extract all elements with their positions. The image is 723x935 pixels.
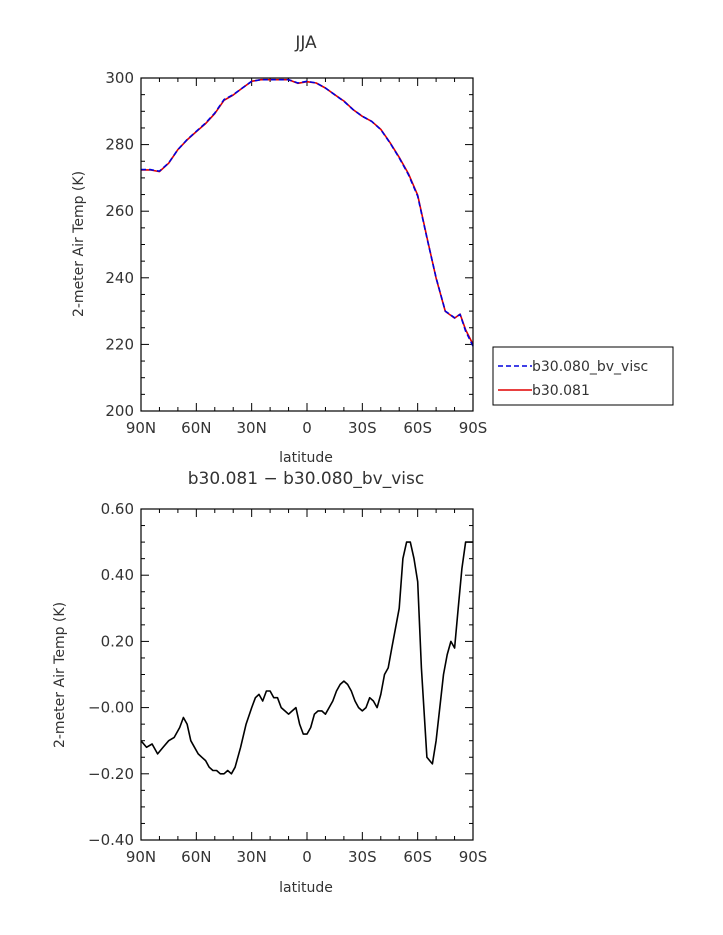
- bottom-x-tick-label: 30S: [348, 848, 377, 866]
- bottom-y-tick-label: 0.60: [101, 500, 134, 518]
- top-ticks: 90N 60N 30N 0 30S 60S 90S 200 220 240 260 280 300: [105, 69, 487, 437]
- bottom-y-tick-label: −0.40: [88, 831, 134, 849]
- top-series-line-b30-080-bv-visc: [141, 78, 474, 347]
- bottom-series-line-difference: [140, 541, 473, 775]
- top-x-tick-label: 30S: [348, 419, 377, 437]
- bottom-x-tick-label: 60S: [403, 848, 432, 866]
- top-x-tick-label: 0: [302, 419, 312, 437]
- top-x-tick-label: 90S: [459, 419, 488, 437]
- bottom-x-axis-label: latitude: [279, 880, 333, 896]
- bottom-plot-frame: [140, 508, 474, 841]
- bottom-series-lines: [140, 541, 473, 775]
- bottom-x-tick-label: 0: [302, 848, 312, 866]
- bottom-y-tick-label: 0.20: [101, 632, 134, 650]
- top-y-tick-label: 260: [105, 202, 134, 220]
- bottom-y-axis-label: 2-meter Air Temp (K): [52, 602, 68, 748]
- top-plot-frame: [140, 77, 474, 412]
- bottom-x-tick-label: 90S: [459, 848, 488, 866]
- bottom-panel: b30.081 − b30.080_bv_visc 2-meter Air Te…: [52, 469, 487, 896]
- legend-label-b30-080-bv-visc: b30.080_bv_visc: [532, 359, 648, 375]
- bottom-y-tick-label: −0.20: [88, 765, 134, 783]
- top-y-tick-label: 200: [105, 402, 134, 420]
- top-series-line-b30-081: [141, 78, 474, 345]
- legend-box: [492, 346, 674, 406]
- top-series-lines: [141, 78, 474, 347]
- top-x-tick-label: 60S: [403, 419, 432, 437]
- bottom-x-tick-label: 30N: [237, 848, 267, 866]
- top-x-tick-label: 60N: [181, 419, 211, 437]
- top-x-tick-label: 30N: [237, 419, 267, 437]
- bottom-x-tick-label: 60N: [181, 848, 211, 866]
- bottom-y-tick-label: −0.00: [88, 699, 134, 717]
- top-chart-title: JJA: [294, 33, 317, 53]
- top-y-tick-label: 300: [105, 69, 134, 87]
- legend: b30.080_bv_visc b30.081: [492, 346, 674, 406]
- top-y-axis-label: 2-meter Air Temp (K): [71, 171, 87, 317]
- top-y-tick-label: 240: [105, 269, 134, 287]
- top-x-tick-label: 90N: [126, 419, 156, 437]
- bottom-chart-title: b30.081 − b30.080_bv_visc: [188, 469, 424, 489]
- top-y-tick-label: 220: [105, 335, 134, 353]
- top-x-axis-label: latitude: [279, 450, 333, 466]
- legend-label-b30-081: b30.081: [532, 383, 590, 399]
- bottom-y-tick-label: 0.40: [101, 566, 134, 584]
- bottom-ticks: 90N 60N 30N 0 30S 60S 90S −0.40 −0.20 −0.00 0.20 0.…: [88, 500, 487, 866]
- bottom-x-tick-label: 90N: [126, 848, 156, 866]
- top-y-tick-label: 280: [105, 136, 134, 154]
- top-panel: JJA 2-meter Air Temp (K) latitude 90N 60N…: [71, 33, 487, 466]
